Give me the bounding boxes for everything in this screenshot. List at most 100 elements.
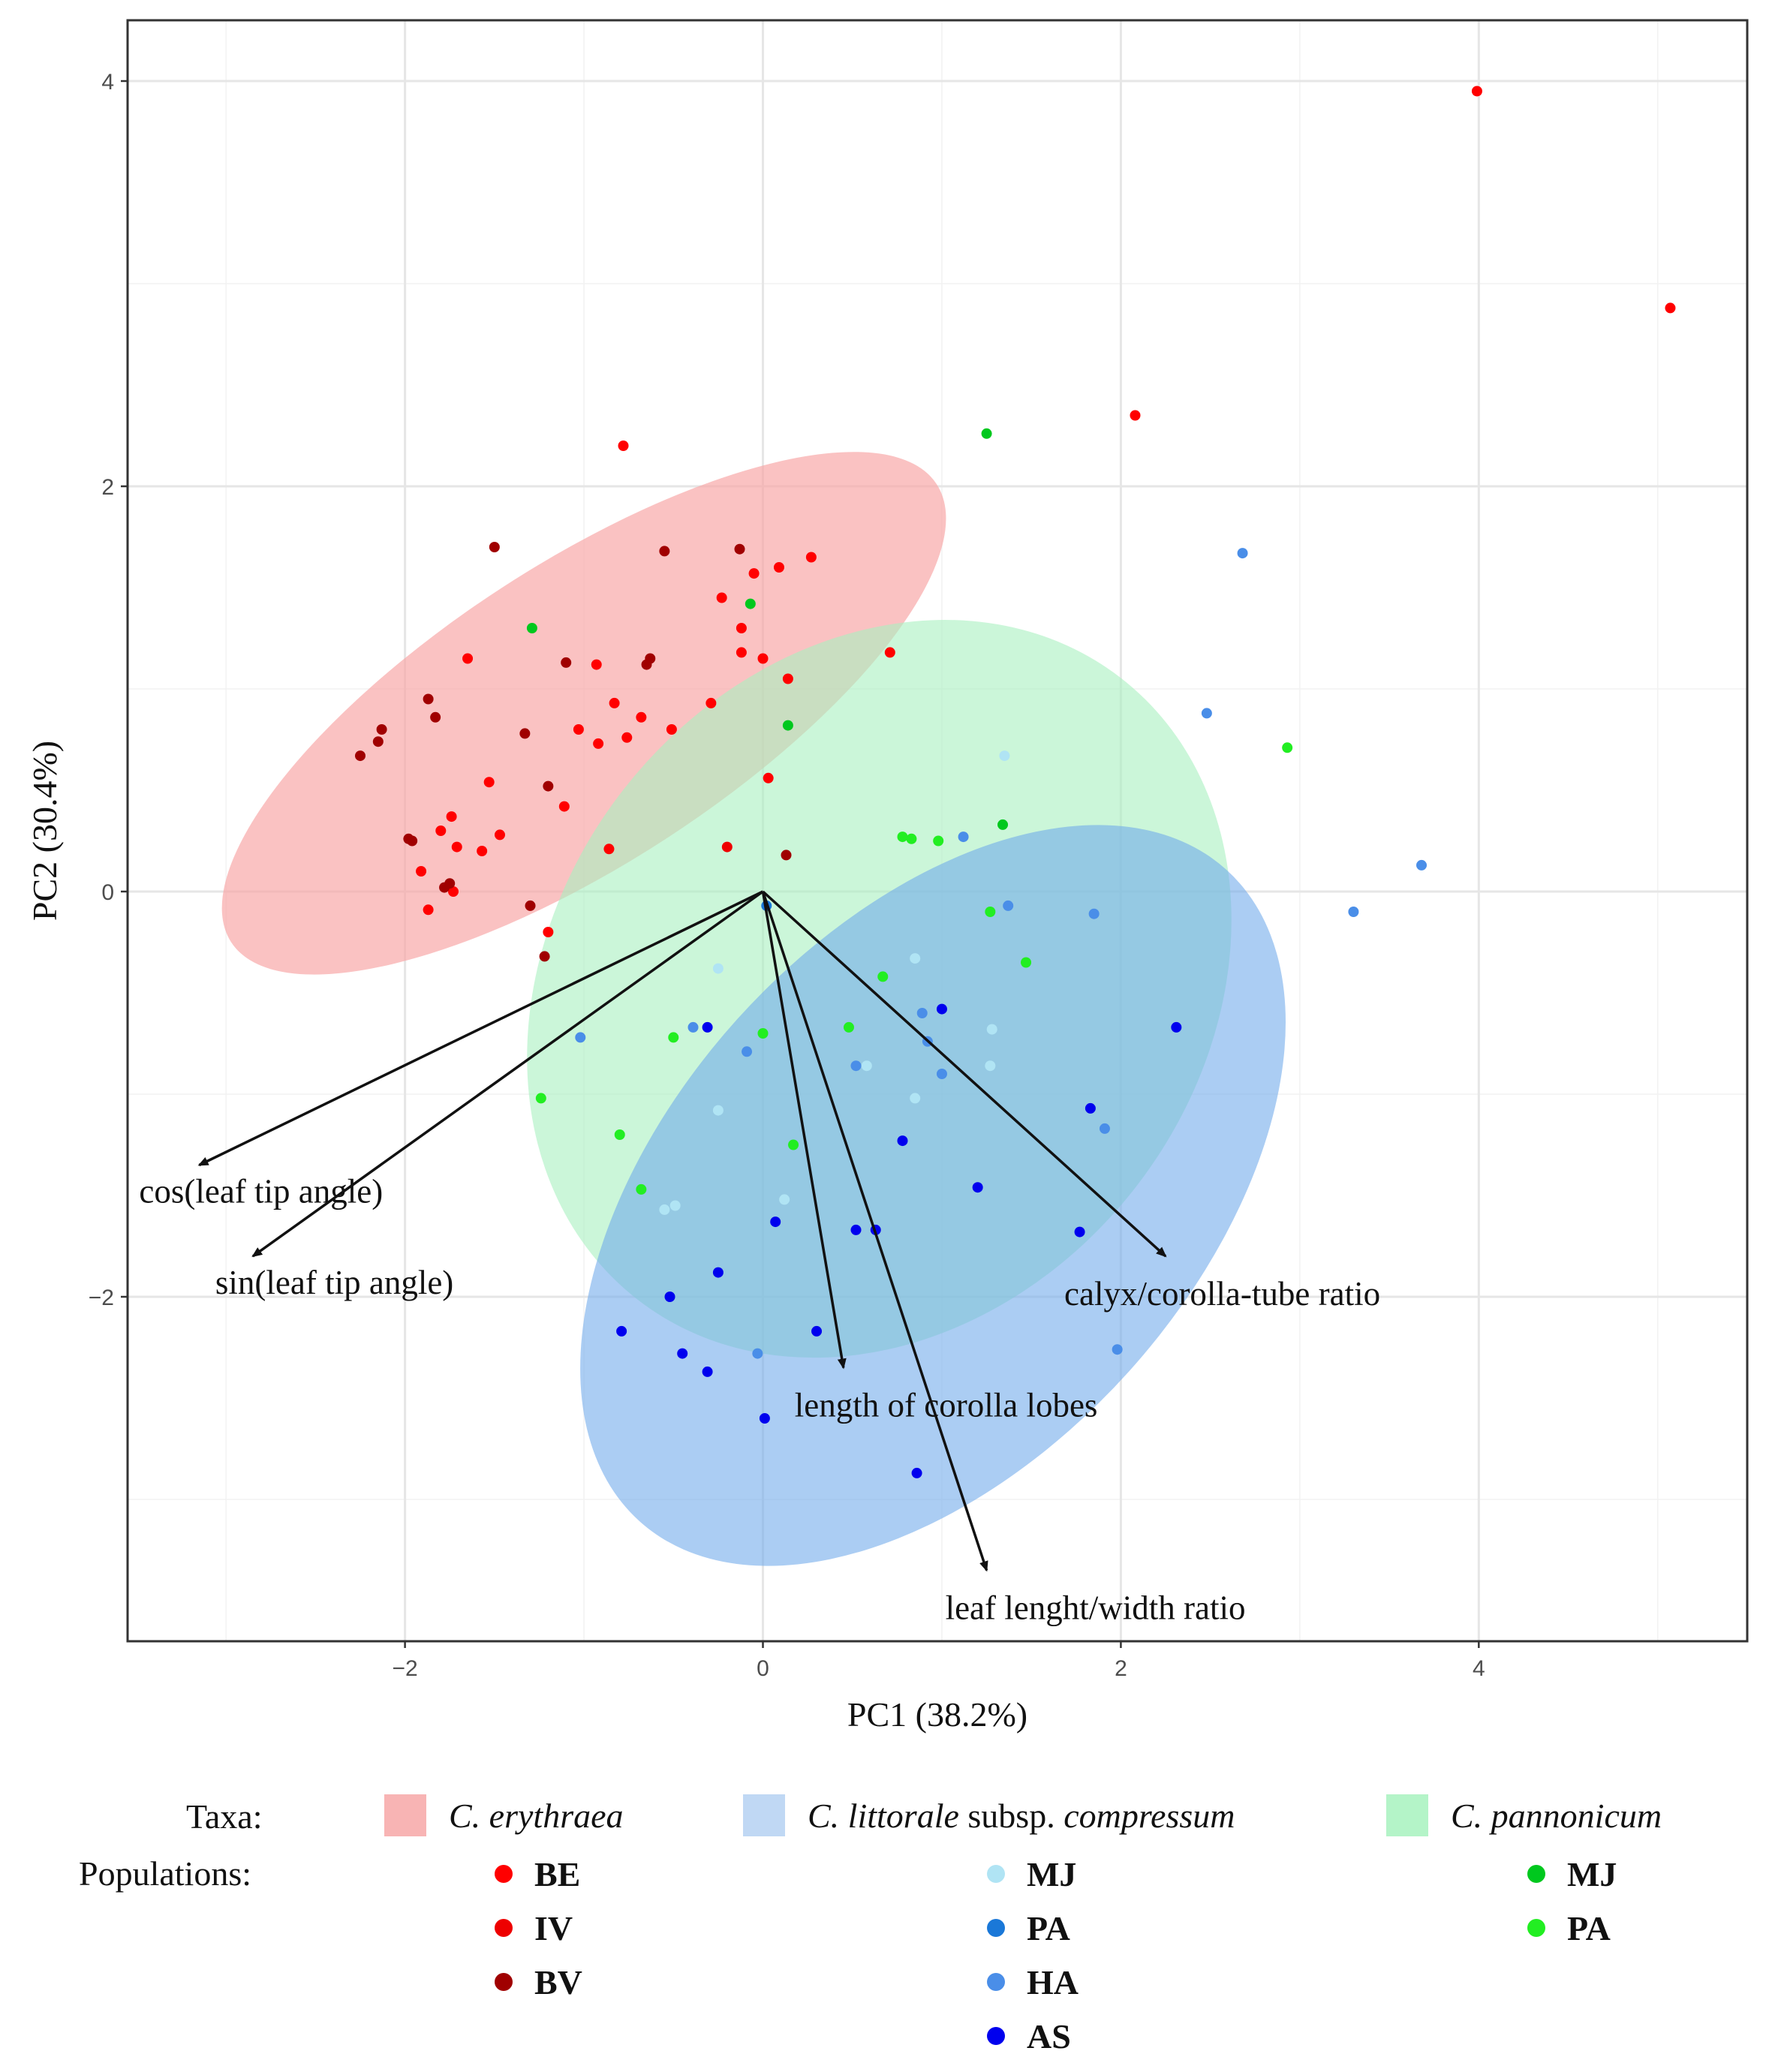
point-as-littorale [897,1135,908,1147]
point-be-erythraea [447,886,459,897]
point-be-erythraea [782,673,793,684]
x-tick-label: 4 [1473,1656,1485,1681]
point-mj-pannonicum [782,720,793,731]
point-ha-littorale [742,1046,753,1057]
point-be-erythraea [446,811,457,822]
point-pa-pannonicum [843,1021,854,1033]
point-mj-littorale [779,1194,790,1205]
point-ha-littorale [850,1060,862,1072]
point-be-erythraea [748,568,760,579]
point-be-erythraea [636,711,647,723]
legend-population-label: BV [534,1963,582,2001]
y-tick-label: 0 [101,880,114,905]
y-axis-title: PC2 (30.4%) [26,741,64,921]
legend-population-label: HA [1027,1963,1079,2001]
point-bv-erythraea [354,750,366,762]
x-tick-label: 0 [757,1656,769,1681]
x-tick-label: −2 [392,1656,417,1681]
point-be-erythraea [423,904,434,916]
loading-arrow [761,891,988,1572]
point-bv-erythraea [543,780,554,792]
point-be-erythraea [483,777,495,788]
loading-label: cos(leaf tip angle) [139,1173,383,1210]
point-ha-littorale [687,1021,699,1033]
legend-taxon-swatch [743,1794,785,1836]
point-bv-erythraea [423,693,434,705]
point-as-littorale [1171,1021,1182,1033]
point-as-littorale [664,1292,675,1302]
panel-border [126,19,1749,1643]
point-ha-littorale [1099,1123,1110,1134]
point-bv-erythraea [489,542,500,552]
legend-population-label: MJ [1027,1855,1076,1893]
legend-population-dot [987,1865,1005,1883]
loading-arrow [761,891,847,1370]
point-be-erythraea [591,659,602,670]
point-bv-erythraea [372,736,384,747]
point-mj-pannonicum [997,819,1009,830]
legend-population-label: PA [1027,1909,1070,1947]
point-as-littorale [677,1348,688,1359]
point-be-erythraea [621,732,633,743]
legend-population-label: PA [1567,1909,1611,1947]
point-as-littorale [1074,1226,1085,1237]
point-mj-littorale [669,1200,681,1211]
point-be-erythraea [477,846,488,856]
point-be-erythraea [462,653,474,664]
taxon-name-italic: compressum [1064,1797,1235,1835]
legend-populations-title: Populations: [79,1854,251,1893]
point-as-littorale [712,1267,724,1278]
point-iv-erythraea [721,841,733,853]
point-ha-littorale [1348,907,1359,917]
point-pa-pannonicum [906,833,917,844]
point-be-erythraea [609,697,620,708]
legend-population-label: MJ [1567,1855,1617,1893]
taxon-name-normal: subsp. [959,1797,1064,1835]
point-pa-pannonicum [897,832,908,843]
ellipse-group [221,452,1286,1566]
point-be-erythraea [416,866,427,877]
point-as-littorale [616,1325,627,1337]
point-be-erythraea [884,647,895,658]
point-bv-erythraea [519,728,531,739]
point-ha-littorale [936,1069,947,1079]
point-as-littorale [770,1216,781,1228]
point-bv-erythraea [444,878,456,889]
x-tick-label: 2 [1115,1656,1127,1681]
point-be-erythraea [736,647,747,658]
y-tick-label: −2 [89,1286,114,1310]
y-tick-label: 2 [101,475,114,500]
point-mj-littorale [910,1093,921,1104]
legend-population-dot [987,2027,1005,2045]
legend-population-dot [987,1973,1005,1991]
loadings-group: cos(leaf tip angle) sin(leaf tip angle) ca… [139,890,1380,1627]
point-bv-erythraea [781,850,792,861]
legend-taxon-swatch [1386,1794,1428,1836]
point-be-erythraea [763,772,774,783]
point-be-erythraea [435,825,447,836]
plot-area: cos(leaf tip angle) sin(leaf tip angle) ca… [26,19,1749,1734]
point-pa-pannonicum [668,1032,679,1043]
point-as-littorale [811,1325,823,1337]
point-bv-erythraea [376,724,387,735]
legend-population-dot [1527,1919,1545,1937]
point-pa-pannonicum [1021,957,1032,968]
loading-label: sin(leaf tip angle) [215,1264,453,1301]
point-pa-pannonicum [877,971,889,982]
point-be-erythraea [716,592,727,603]
point-ha-littorale [752,1348,763,1359]
point-bv-erythraea [430,711,441,723]
legend-population-dot [495,1973,513,1991]
point-ha-littorale [1003,900,1014,911]
legend: Taxa: Populations: C. erythraea C. littoral… [79,1794,1662,2055]
point-pa-pannonicum [636,1183,647,1195]
points-group [354,86,1676,1478]
point-ha-littorale [1237,548,1248,559]
taxon-name-italic: C. littorale [808,1797,959,1835]
point-mj-littorale [712,1105,724,1116]
point-be-erythraea [543,927,554,937]
point-mj-pannonicum [745,598,756,609]
point-mj-pannonicum [526,623,537,633]
point-ha-littorale [1416,859,1428,871]
